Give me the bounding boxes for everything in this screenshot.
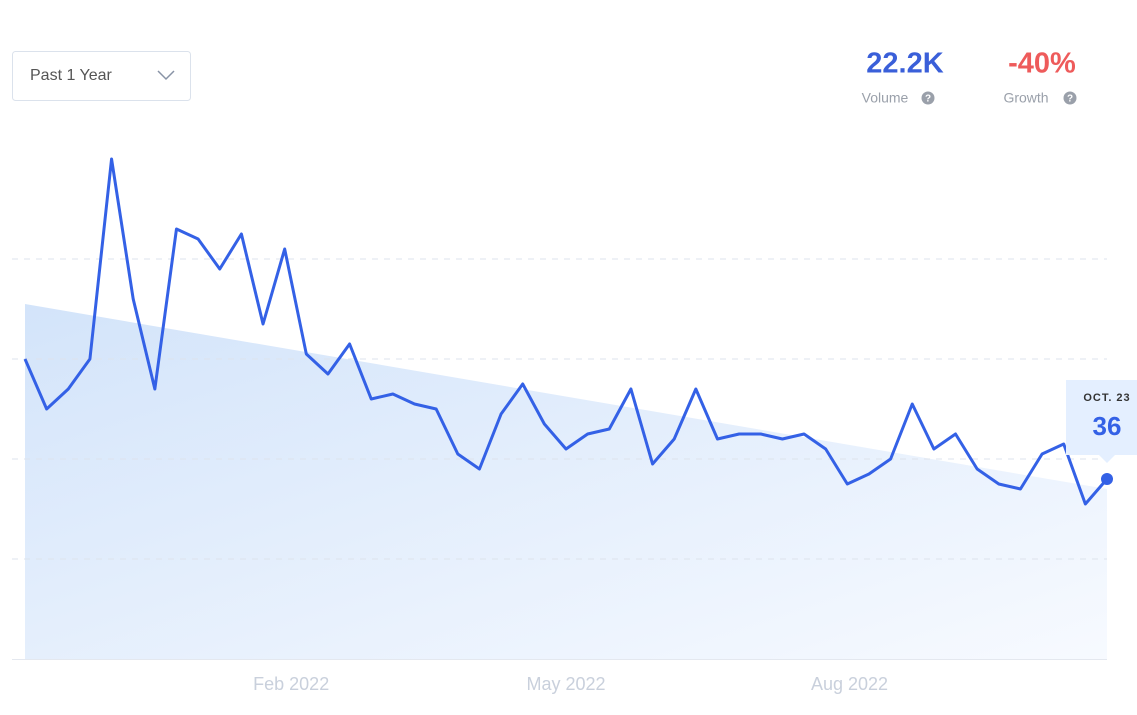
- help-icon[interactable]: [921, 91, 935, 105]
- help-icon-mark: ?: [1067, 94, 1073, 105]
- dropdown-label[interactable]: Past 1 Year: [30, 67, 113, 84]
- x-tick-label: Feb 2022: [253, 674, 329, 694]
- tooltip-date: OCT. 23: [1083, 392, 1130, 404]
- volume-label: Volume: [862, 90, 909, 106]
- x-tick-label: Aug 2022: [811, 674, 888, 694]
- trend-line: [23, 157, 1109, 506]
- range-dropdown[interactable]: Past 1 Year: [12, 51, 191, 101]
- tooltip-pointer: [1099, 455, 1115, 463]
- x-tick-label: May 2022: [526, 674, 605, 694]
- trend-area: [25, 304, 1107, 659]
- dropdown-box[interactable]: [12, 51, 191, 101]
- help-icon-mark: ?: [925, 94, 931, 105]
- chevron[interactable]: [157, 70, 175, 81]
- growth-value: -40%: [1008, 48, 1076, 80]
- tooltip-value: 36: [1093, 411, 1122, 441]
- tooltip-box: [1066, 380, 1137, 455]
- tooltip: OCT. 23 36: [1066, 380, 1137, 463]
- last-point: [1101, 473, 1113, 485]
- growth-label: Growth: [1003, 90, 1048, 106]
- help-icon[interactable]: [1063, 91, 1077, 105]
- volume-value: 22.2K: [866, 48, 943, 80]
